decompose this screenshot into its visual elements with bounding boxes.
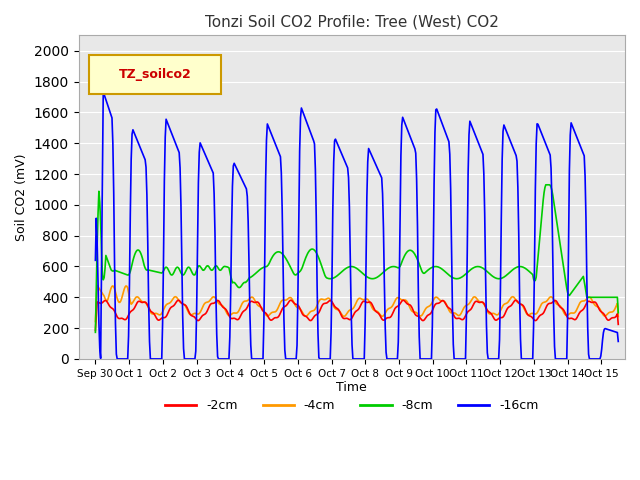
- Title: Tonzi Soil CO2 Profile: Tree (West) CO2: Tonzi Soil CO2 Profile: Tree (West) CO2: [205, 15, 499, 30]
- X-axis label: Time: Time: [337, 382, 367, 395]
- Legend: -2cm, -4cm, -8cm, -16cm: -2cm, -4cm, -8cm, -16cm: [160, 395, 544, 418]
- Text: TZ_soilco2: TZ_soilco2: [118, 68, 191, 81]
- FancyBboxPatch shape: [90, 55, 221, 94]
- Y-axis label: Soil CO2 (mV): Soil CO2 (mV): [15, 154, 28, 241]
